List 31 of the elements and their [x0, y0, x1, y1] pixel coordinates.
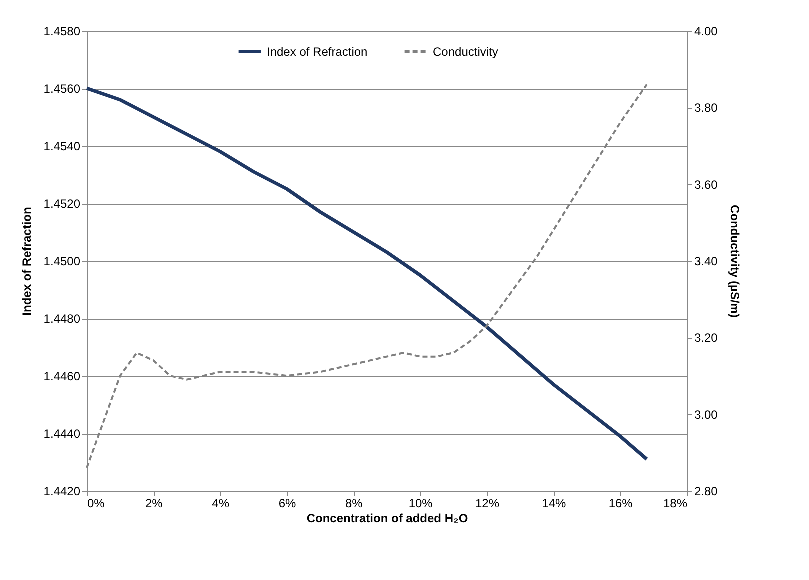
x-tick-label: 14% — [542, 496, 566, 510]
y2-tick-label: 4.00 — [694, 24, 718, 38]
y2-tick-label: 3.00 — [694, 408, 718, 422]
x-tick-label: 10% — [408, 496, 434, 510]
y2-tick-label: 3.60 — [694, 178, 718, 192]
x-tick-label: 2% — [145, 496, 164, 510]
x-axis-title: Concentration of added H₂O — [306, 512, 468, 526]
x-tick-label: 0% — [88, 496, 106, 510]
x-tick-label: 18% — [663, 496, 688, 510]
y-tick-label: 1.4580 — [44, 24, 81, 38]
y2-tick-label: 3.40 — [694, 254, 718, 268]
y-tick-label: 1.4500 — [44, 254, 81, 268]
y2-tick-label: 3.80 — [694, 101, 718, 116]
y-tick-label: 1.4440 — [44, 427, 81, 441]
y-tick-label: 1.4540 — [44, 140, 81, 154]
x-tick-label: 6% — [278, 496, 296, 510]
x-tick-label: 8% — [345, 496, 364, 510]
x-tick-label: 4% — [212, 496, 230, 510]
legend-label: Index of Refraction — [267, 45, 368, 59]
y-tick-label: 1.4420 — [44, 484, 81, 498]
y2-axis-title: Conductivity (µS/m) — [728, 205, 742, 318]
y-tick-label: 1.4520 — [44, 197, 81, 211]
y-tick-label: 1.4480 — [44, 312, 81, 326]
y-axis-title: Index of Refraction — [20, 207, 34, 316]
y-tick-label: 1.4460 — [44, 370, 81, 384]
y2-tick-label: 3.20 — [694, 331, 718, 346]
y-tick-label: 1.4560 — [44, 82, 81, 96]
y2-tick-label: 2.80 — [694, 484, 718, 498]
legend-label: Conductivity — [433, 45, 498, 59]
x-tick-label: 12% — [475, 496, 500, 510]
x-tick-label: 16% — [608, 496, 634, 510]
